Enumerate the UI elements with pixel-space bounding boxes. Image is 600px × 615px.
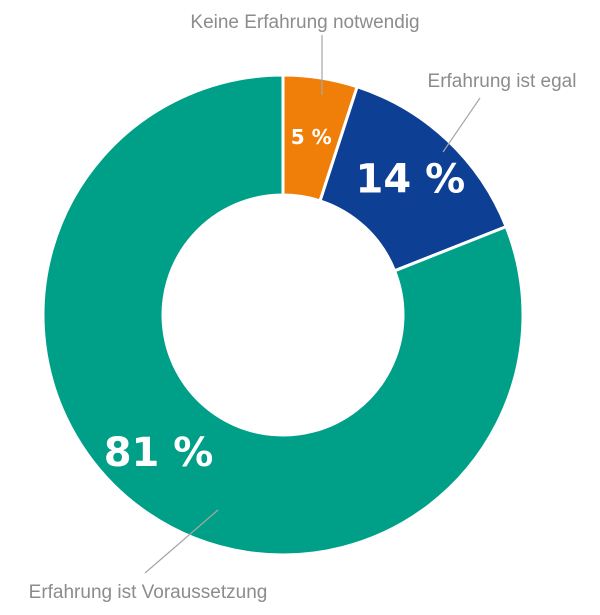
donut-slices (41, 73, 525, 557)
value-label-erfahrung-ist-voraussetzung: 81 % (104, 430, 214, 476)
value-label-keine-erfahrung-notwendig: 5 % (291, 125, 332, 149)
value-labels: 5 % 14 % 81 % (104, 125, 465, 476)
leader-lines (144, 35, 481, 574)
category-label-erfahrung-ist-egal: Erfahrung ist egal (428, 71, 577, 92)
leader-line-erfahrung-ist-egal (442, 97, 481, 153)
value-label-erfahrung-ist-egal: 14 % (355, 156, 465, 202)
category-labels: Keine Erfahrung notwendig Erfahrung ist e… (29, 12, 577, 603)
leader-line-erfahrung-ist-voraussetzung (144, 509, 219, 574)
category-label-erfahrung-ist-voraussetzung: Erfahrung ist Voraussetzung (29, 582, 268, 603)
slice-erfahrung-ist-voraussetzung (41, 73, 525, 557)
slice-erfahrung-ist-egal (318, 84, 509, 273)
category-label-keine-erfahrung-notwendig: Keine Erfahrung notwendig (190, 12, 419, 33)
